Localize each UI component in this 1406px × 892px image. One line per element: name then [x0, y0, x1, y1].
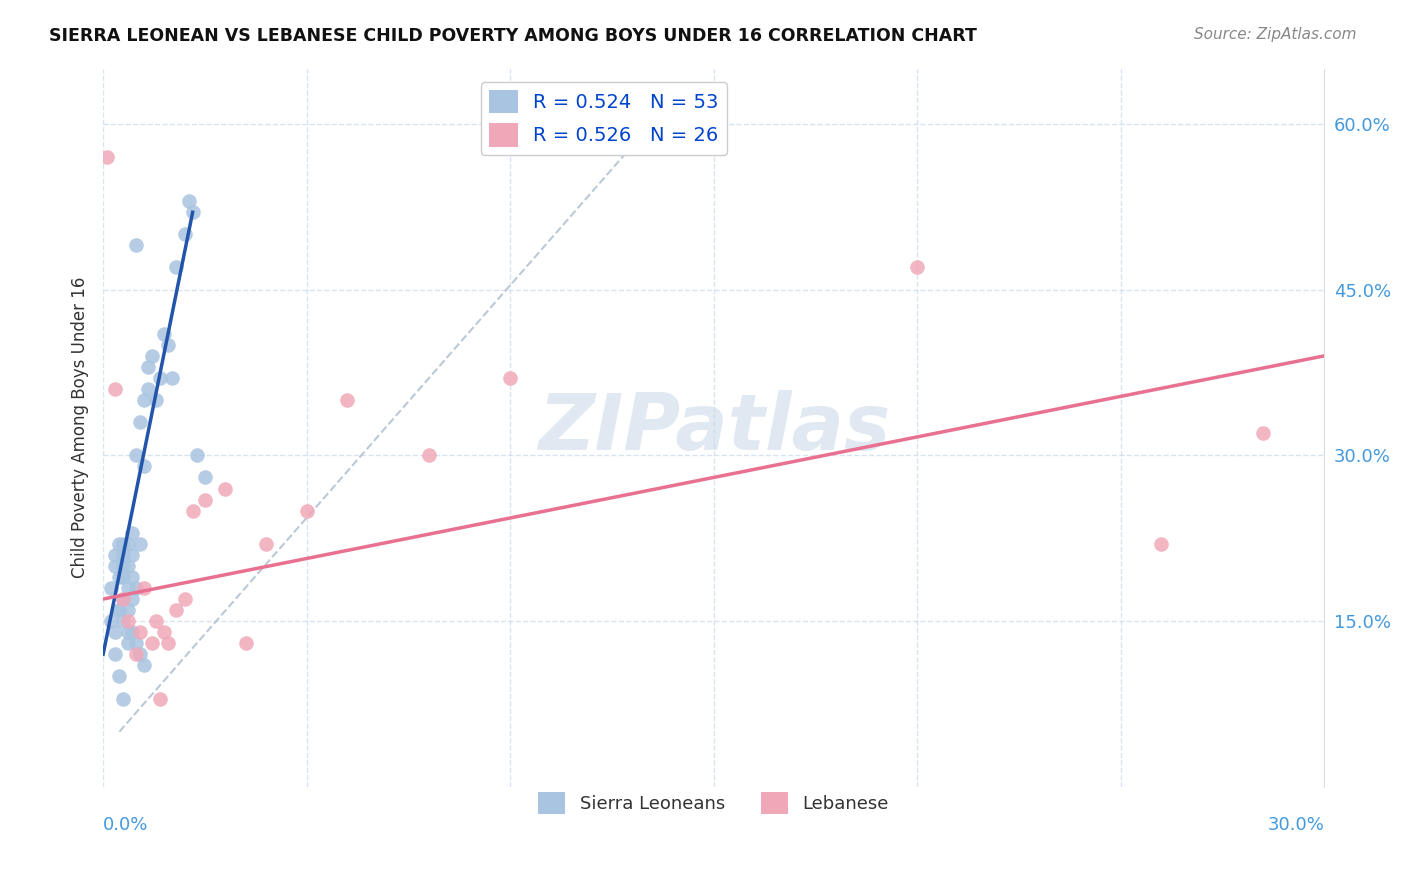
Point [165, 603, 187, 617]
Point [104, 558, 127, 573]
Point [117, 614, 139, 628]
Y-axis label: Child Poverty Among Boys Under 16: Child Poverty Among Boys Under 16 [72, 277, 89, 578]
Point [145, 393, 167, 408]
Point [121, 625, 143, 640]
Point [125, 581, 148, 595]
Point [136, 359, 159, 374]
Point [100, 581, 122, 595]
Point [194, 470, 217, 484]
Text: 0.0%: 0.0% [103, 815, 149, 834]
Point [132, 393, 155, 408]
Point [100, 614, 122, 628]
Point [121, 592, 143, 607]
Point [121, 548, 143, 562]
Point [128, 625, 150, 640]
Point [149, 691, 172, 706]
Point [336, 393, 359, 408]
Point [181, 503, 204, 517]
Text: 30.0%: 30.0% [1267, 815, 1324, 834]
Point [499, 371, 522, 385]
Point [112, 691, 135, 706]
Point [1150, 537, 1173, 551]
Point [112, 592, 135, 607]
Point [149, 371, 172, 385]
Point [162, 371, 184, 385]
Point [905, 260, 928, 275]
Text: SIERRA LEONEAN VS LEBANESE CHILD POVERTY AMONG BOYS UNDER 16 CORRELATION CHART: SIERRA LEONEAN VS LEBANESE CHILD POVERTY… [49, 27, 977, 45]
Point [121, 525, 143, 540]
Point [104, 382, 127, 396]
Point [117, 603, 139, 617]
Point [108, 669, 131, 683]
Point [108, 570, 131, 584]
Point [132, 459, 155, 474]
Point [112, 592, 135, 607]
Point [128, 415, 150, 429]
Point [136, 382, 159, 396]
Point [141, 349, 163, 363]
Point [117, 537, 139, 551]
Point [153, 625, 176, 640]
Point [117, 558, 139, 573]
Text: Source: ZipAtlas.com: Source: ZipAtlas.com [1194, 27, 1357, 42]
Point [108, 603, 131, 617]
Point [132, 581, 155, 595]
Point [117, 636, 139, 650]
Point [117, 581, 139, 595]
Point [121, 570, 143, 584]
Point [128, 537, 150, 551]
Point [117, 625, 139, 640]
Point [104, 548, 127, 562]
Point [177, 194, 200, 209]
Point [128, 648, 150, 662]
Point [132, 658, 155, 673]
Point [153, 326, 176, 341]
Point [104, 625, 127, 640]
Point [173, 592, 195, 607]
Point [214, 482, 236, 496]
Point [125, 648, 148, 662]
Point [186, 448, 208, 462]
Text: ZIPatlas: ZIPatlas [537, 390, 890, 466]
Point [157, 338, 180, 352]
Point [295, 503, 318, 517]
Point [173, 227, 195, 242]
Point [112, 558, 135, 573]
Point [112, 537, 135, 551]
Point [235, 636, 257, 650]
Point [125, 636, 148, 650]
Point [165, 260, 187, 275]
Legend: Sierra Leoneans, Lebanese: Sierra Leoneans, Lebanese [531, 785, 896, 821]
Point [418, 448, 440, 462]
Point [125, 448, 148, 462]
Point [145, 614, 167, 628]
Point [112, 548, 135, 562]
Point [112, 614, 135, 628]
Point [194, 492, 217, 507]
Point [108, 603, 131, 617]
Point [108, 537, 131, 551]
Point [1251, 426, 1274, 441]
Point [112, 570, 135, 584]
Point [125, 238, 148, 252]
Point [254, 537, 277, 551]
Point [157, 636, 180, 650]
Point [181, 205, 204, 219]
Point [141, 636, 163, 650]
Point [96, 150, 118, 164]
Point [104, 648, 127, 662]
